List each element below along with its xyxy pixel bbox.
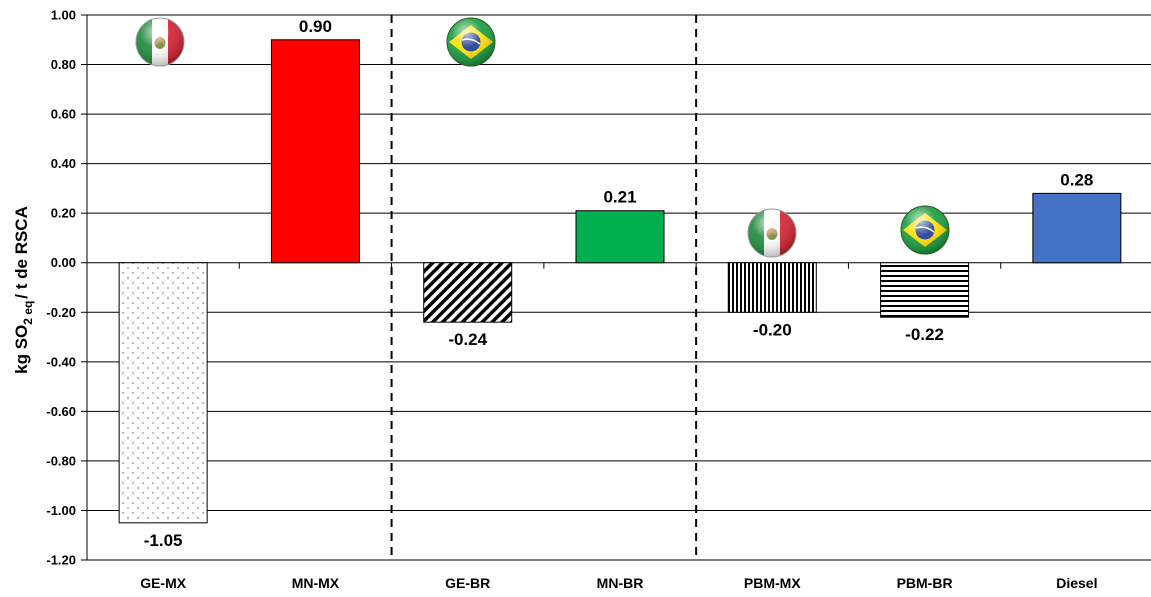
bars [118, 39, 1122, 524]
flag-icons [136, 18, 949, 257]
x-tick-label: Diesel [1056, 575, 1097, 591]
data-label: -0.24 [448, 330, 487, 349]
y-tick-label: -1.00 [46, 503, 76, 518]
mexico-flag-icon [136, 18, 184, 66]
data-label: 0.90 [299, 17, 332, 36]
data-label: -0.22 [905, 325, 944, 344]
axes: 1.00 0.80 0.60 0.40 0.20 0.00 -0.20 -0.40 -0.60 -… [46, 8, 1097, 592]
x-tick-label: MN-BR [597, 575, 644, 591]
y-tick-label: 0.80 [51, 57, 76, 72]
bar-mn-mx [270, 39, 360, 264]
y-tick-label: 0.20 [51, 206, 76, 221]
y-axis-title: kg SO2 eq/ t de RSCA [12, 206, 35, 374]
bar-mn-br [575, 210, 665, 264]
data-label: -1.05 [144, 531, 183, 550]
y-tick-label: -0.80 [46, 453, 76, 468]
y-tick-label: -0.60 [46, 404, 76, 419]
mexico-flag-icon [748, 209, 796, 257]
data-labels: -1.05 0.90 -0.24 0.21 -0.20 -0.22 0.28 [144, 17, 1094, 550]
bar-ge-mx [118, 262, 208, 524]
x-tick-label: MN-MX [292, 575, 340, 591]
x-tick-label: GE-MX [140, 575, 187, 591]
gridlines [87, 14, 1151, 561]
bar-ge-br [423, 262, 513, 323]
y-tick-label: 0.60 [51, 107, 76, 122]
y-tick-label: 0.40 [51, 156, 76, 171]
x-tick-label: GE-BR [445, 575, 490, 591]
data-label: -0.20 [753, 320, 792, 339]
y-axis-title-group: kg SO2 eq/ t de RSCA [12, 206, 35, 374]
bar-pbm-br [880, 262, 970, 318]
bar-diesel [1032, 192, 1122, 264]
y-tick-label: 0.00 [51, 255, 76, 270]
y-tick-label: -0.40 [46, 354, 76, 369]
data-label: 0.28 [1060, 170, 1093, 189]
bar-pbm-mx [727, 262, 817, 313]
y-tick-label: 1.00 [51, 8, 76, 23]
brazil-flag-icon [901, 206, 949, 254]
y-tick-label: -1.20 [46, 553, 76, 568]
x-tick-label: PBM-BR [897, 575, 953, 591]
data-label: 0.21 [603, 188, 636, 207]
x-tick-label: PBM-MX [744, 575, 801, 591]
y-tick-label: -0.20 [46, 305, 76, 320]
brazil-flag-icon [447, 18, 495, 66]
